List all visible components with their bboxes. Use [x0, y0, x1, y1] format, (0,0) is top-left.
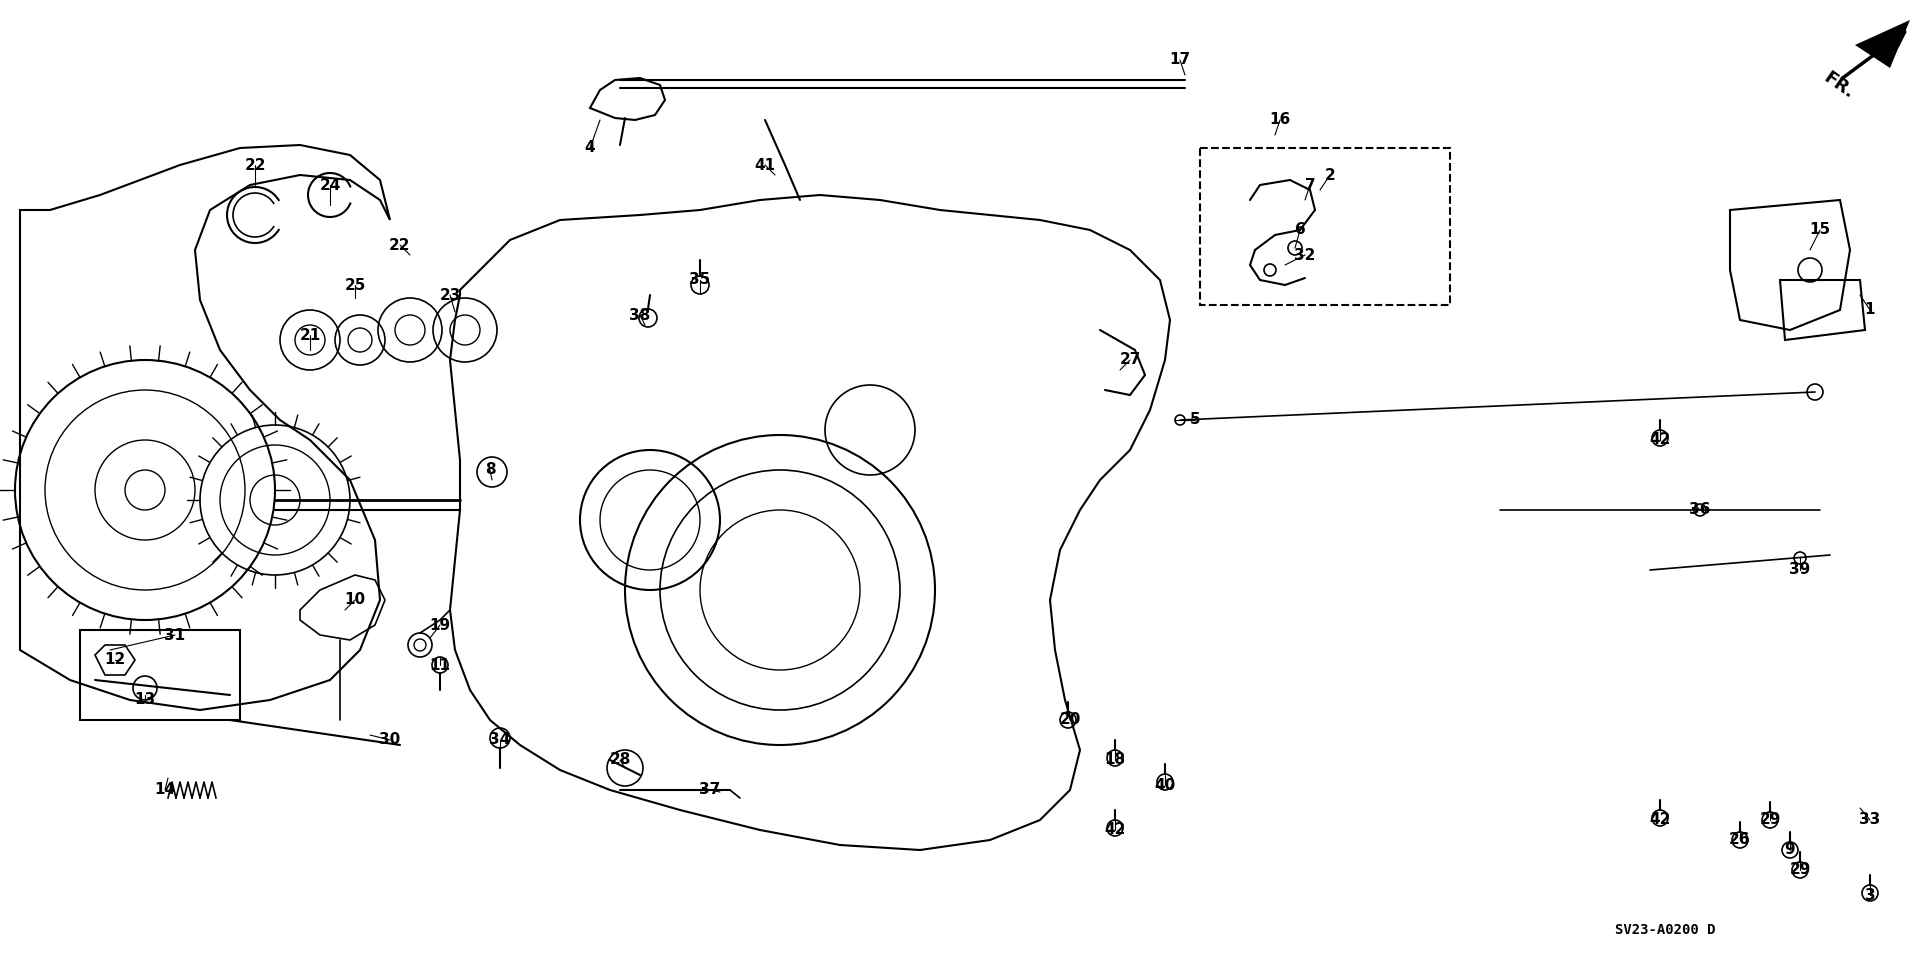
Text: 30: 30 [380, 733, 401, 747]
Text: 31: 31 [165, 627, 186, 643]
Text: 22: 22 [244, 157, 265, 173]
Text: 27: 27 [1119, 353, 1140, 367]
Text: 8: 8 [484, 462, 495, 478]
Text: 13: 13 [134, 692, 156, 708]
Text: 32: 32 [1294, 247, 1315, 263]
Text: 35: 35 [689, 272, 710, 288]
Text: 29: 29 [1789, 862, 1811, 877]
Text: 11: 11 [430, 658, 451, 672]
Text: 20: 20 [1060, 713, 1081, 728]
Text: 17: 17 [1169, 53, 1190, 67]
Text: 3: 3 [1864, 887, 1876, 902]
Text: 24: 24 [319, 177, 340, 193]
Text: 23: 23 [440, 288, 461, 302]
Text: 9: 9 [1786, 843, 1795, 857]
Text: 10: 10 [344, 593, 365, 607]
Text: 40: 40 [1154, 778, 1175, 792]
Text: 38: 38 [630, 308, 651, 322]
Text: 5: 5 [1190, 412, 1200, 428]
Text: 2: 2 [1325, 168, 1336, 182]
Text: 14: 14 [154, 783, 175, 798]
Text: 18: 18 [1104, 753, 1125, 767]
Text: 42: 42 [1649, 433, 1670, 448]
Text: 34: 34 [490, 733, 511, 747]
Text: 12: 12 [104, 652, 125, 667]
Text: 42: 42 [1649, 812, 1670, 828]
Text: 15: 15 [1809, 222, 1830, 238]
Text: 28: 28 [609, 753, 630, 767]
Bar [1200, 148, 1450, 305]
Text: 6: 6 [1294, 222, 1306, 238]
Text: 26: 26 [1730, 832, 1751, 848]
Text: 1: 1 [1864, 302, 1876, 317]
Text: 22: 22 [390, 238, 411, 252]
Text: 21: 21 [300, 328, 321, 342]
Text: 36: 36 [1690, 503, 1711, 518]
Text: 37: 37 [699, 783, 720, 798]
Text: 33: 33 [1859, 812, 1880, 828]
Text: 19: 19 [430, 618, 451, 633]
Text: 42: 42 [1104, 823, 1125, 837]
Text: 39: 39 [1789, 563, 1811, 577]
Text: FR.: FR. [1820, 68, 1857, 102]
Text: 16: 16 [1269, 112, 1290, 128]
Text: 25: 25 [344, 277, 365, 292]
Text: 29: 29 [1759, 812, 1780, 828]
Text: 7: 7 [1306, 177, 1315, 193]
Text: SV23-A0200 D: SV23-A0200 D [1615, 923, 1715, 937]
Text: 4: 4 [586, 141, 595, 155]
Polygon shape [1855, 20, 1910, 68]
Text: 41: 41 [755, 157, 776, 173]
